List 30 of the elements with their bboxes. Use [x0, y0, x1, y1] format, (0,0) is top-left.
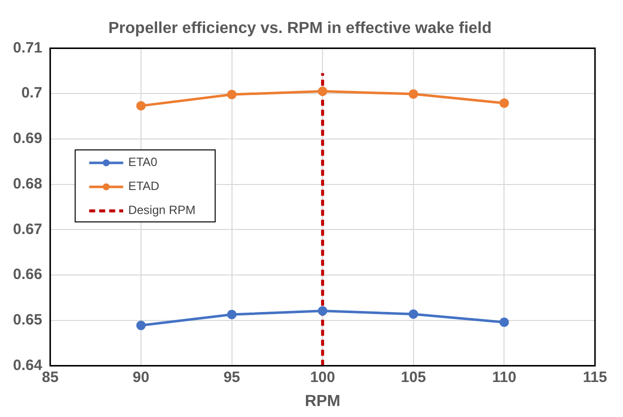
x-tick-label: 100 [310, 368, 336, 386]
legend-label: Design RPM [128, 203, 196, 218]
point [499, 98, 509, 108]
y-tick-label: 0.69 [12, 130, 42, 148]
y-tick-label: 0.68 [12, 175, 42, 192]
legend-label: ETA0 [128, 155, 158, 170]
y-tick-label: 0.66 [12, 266, 42, 284]
x-tick-label: 85 [42, 368, 59, 386]
x-tick-label: 115 [582, 368, 608, 386]
point [136, 101, 146, 111]
point [318, 306, 328, 316]
point [227, 90, 237, 100]
point [408, 89, 418, 99]
chart-title: Propeller efficiency vs. RPM in effective wake field [108, 20, 492, 38]
x-axis-title: RPM [304, 392, 340, 410]
point [136, 320, 146, 330]
y-tick-label: 0.65 [12, 312, 42, 329]
legend-label: ETAD [128, 179, 160, 194]
y-tick-label: 0.67 [12, 220, 42, 238]
y-tick-label: 0.7 [21, 84, 42, 102]
point [408, 309, 418, 319]
y-tick-label: 0.71 [12, 39, 42, 56]
point [499, 317, 509, 327]
x-tick-label: 105 [400, 368, 426, 386]
x-tick-label: 110 [492, 368, 516, 386]
x-tick-label: 95 [223, 368, 240, 386]
point [227, 310, 237, 320]
y-tick-label: 0.64 [12, 356, 43, 374]
x-tick-label: 90 [132, 368, 150, 386]
point [318, 86, 328, 96]
